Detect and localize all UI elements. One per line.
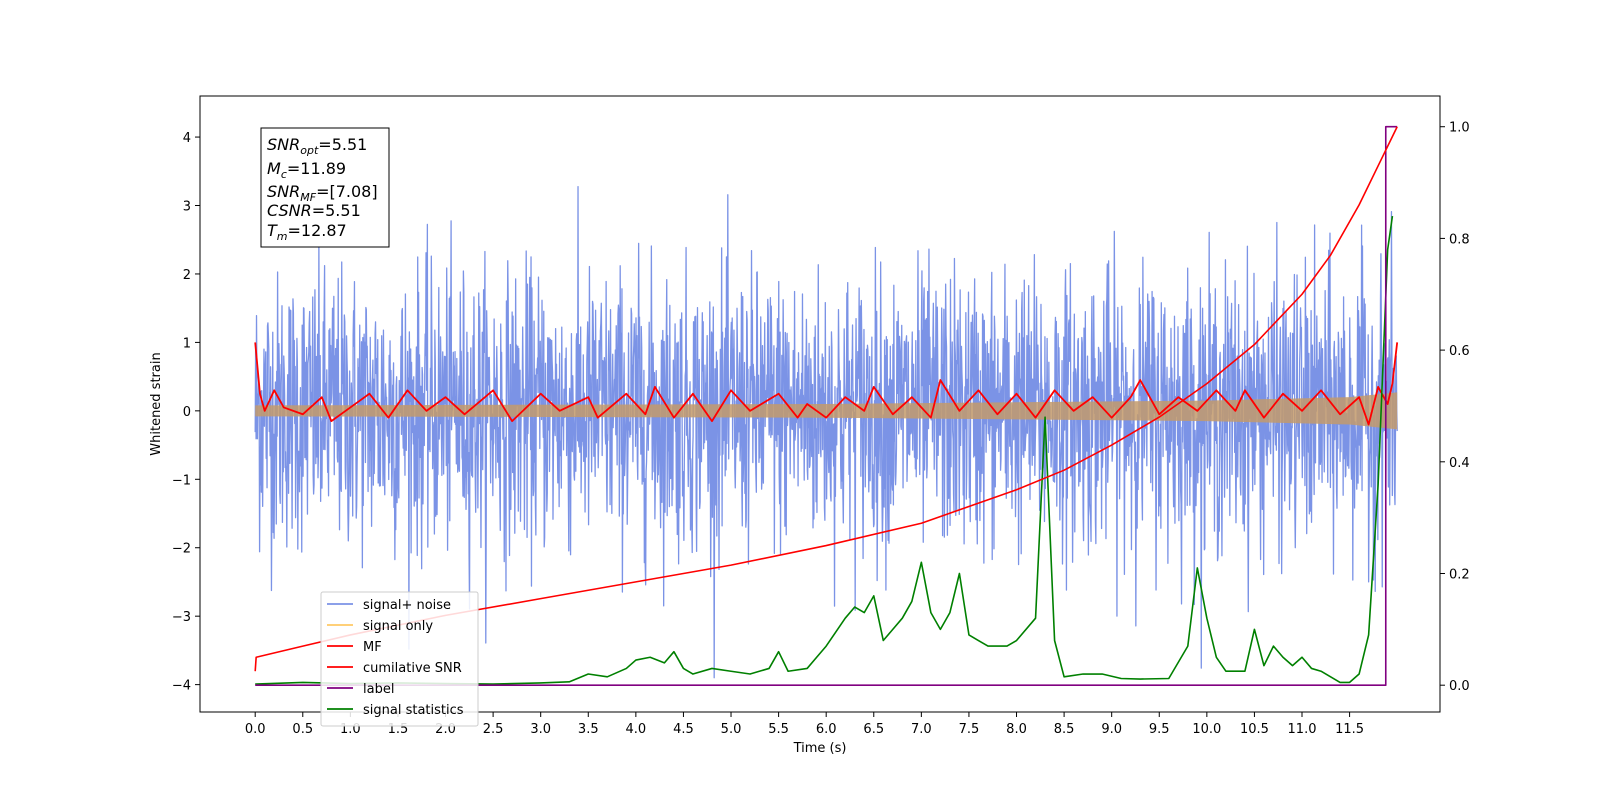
y-left-tick-label: −2 [172,542,191,557]
legend-label: signal+ noise [363,598,451,613]
x-tick-label: 6.5 [863,722,884,737]
x-tick-label: 0.5 [292,722,313,737]
x-tick-label: 0.0 [245,722,266,737]
y-axis-left-ticks: 4 3 2 1 0 −1 −2 −3 −4 [172,131,200,694]
info-snr-mf: SNRMF=[7.08] [267,182,378,204]
x-tick-label: 11.0 [1288,722,1317,737]
y-axis-right-ticks: 1.0 0.8 0.6 0.4 0.2 0.0 [1440,121,1470,694]
x-axis-title: Time (s) [793,741,847,756]
x-tick-label: 9.5 [1149,722,1170,737]
info-tm: Tm=12.87 [267,221,347,243]
y-right-tick-label: 0.4 [1449,456,1470,471]
series-layer [254,125,1399,686]
info-mc: Mc=11.89 [267,159,346,181]
legend-label: cumilative SNR [363,661,462,676]
x-tick-label: 11.5 [1335,722,1364,737]
y-axis-left-title: Whitened strain [149,352,164,455]
x-tick-label: 8.0 [1006,722,1027,737]
legend-label: signal only [363,619,433,634]
y-left-tick-label: −3 [172,610,191,625]
legend: signal+ noise signal only MF cumilative SNR… [320,591,479,727]
series-signal-statistics [255,215,1394,685]
y-right-tick-label: 0.6 [1449,344,1470,359]
y-right-tick-label: 0.0 [1449,679,1470,694]
x-tick-label: 10.0 [1192,722,1221,737]
y-left-tick-label: 3 [183,200,191,215]
x-tick-label: 7.5 [959,722,980,737]
x-tick-label: 3.0 [530,722,551,737]
x-tick-label: 6.0 [816,722,837,737]
plot-frame [199,95,1441,713]
x-tick-label: 5.5 [768,722,789,737]
series-mf [254,342,1399,426]
x-tick-label: 10.5 [1240,722,1269,737]
legend-label: MF [363,640,382,655]
y-left-tick-label: 2 [183,268,191,283]
y-left-tick-label: 4 [183,131,191,146]
x-tick-label: 4.0 [626,722,647,737]
x-tick-label: 8.5 [1054,722,1075,737]
y-right-tick-label: 0.8 [1449,232,1470,247]
y-left-tick-label: 1 [183,336,191,351]
series-signal-only [255,392,1398,430]
y-left-tick-label: −1 [172,473,191,488]
y-left-tick-label: 0 [183,405,191,420]
y-right-tick-label: 0.2 [1449,567,1470,582]
info-snr-opt: SNRopt=5.51 [267,135,367,157]
x-tick-label: 7.0 [911,722,932,737]
series-signal-noise [254,186,1398,679]
legend-label: label [363,682,394,697]
y-right-tick-label: 1.0 [1449,121,1470,136]
legend-label: signal statistics [363,703,464,718]
y-left-tick-label: −4 [172,679,191,694]
x-tick-label: 5.0 [721,722,742,737]
x-tick-label: 2.5 [483,722,504,737]
x-tick-label: 4.5 [673,722,694,737]
series-label [255,125,1398,686]
legend-box [320,591,479,727]
info-csnr: CSNR=5.51 [267,201,361,220]
x-tick-label: 9.0 [1101,722,1122,737]
info-box: SNRopt=5.51 Mc=11.89 SNRMF=[7.08] CSNR=5… [260,127,390,248]
x-tick-label: 3.5 [578,722,599,737]
